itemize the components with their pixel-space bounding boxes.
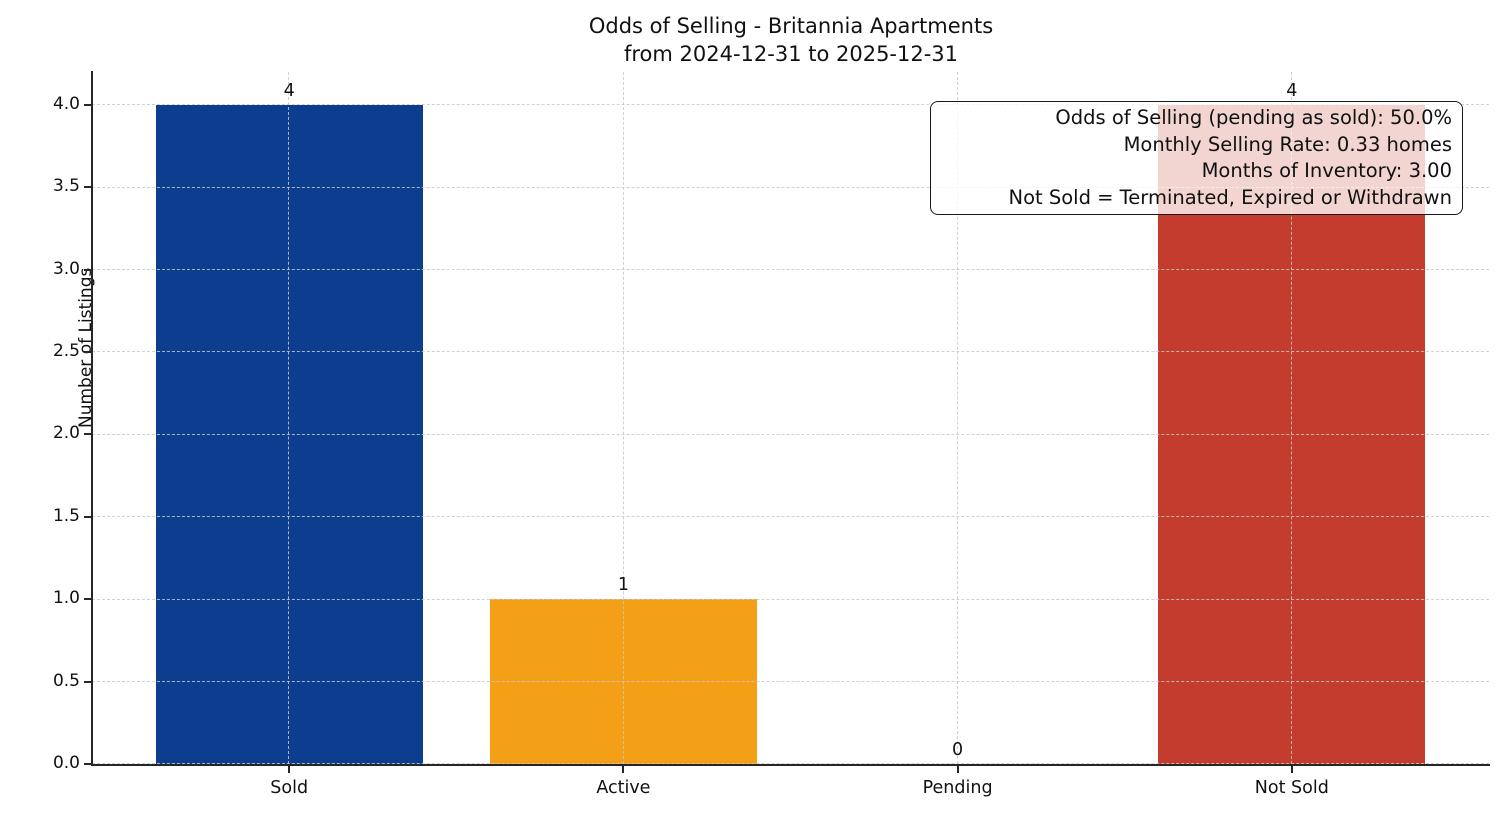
x-axis-spine: [91, 764, 1490, 766]
stats-annotation-box: Odds of Selling (pending as sold): 50.0%…: [930, 101, 1463, 215]
y-tick-label: 2.5: [52, 341, 80, 362]
x-tick-label: Sold: [270, 778, 309, 798]
x-tick-label: Active: [596, 778, 651, 798]
bar-value-label: 1: [617, 575, 629, 596]
y-tick-mark: [84, 598, 91, 601]
y-tick-mark: [84, 763, 91, 765]
annotation-line-inventory: Months of Inventory: 3.00: [1201, 159, 1452, 182]
bar-sold: [155, 104, 423, 764]
y-tick-mark: [84, 186, 91, 189]
y-tick-label: 0.5: [52, 670, 80, 691]
y-tick-label: 3.0: [52, 258, 80, 279]
bar-value-label: 4: [283, 80, 295, 101]
y-tick-label: 2.0: [52, 423, 80, 444]
chart-title: Odds of Selling - Britannia Apartments: [588, 14, 994, 38]
x-tick-label: Not Sold: [1254, 778, 1329, 798]
y-tick-label: 4.0: [52, 93, 80, 114]
bar-value-label: 4: [1286, 80, 1298, 101]
y-tick-mark: [84, 515, 91, 518]
y-tick-mark: [84, 268, 91, 271]
y-tick-label: 3.5: [52, 176, 80, 197]
y-tick-mark: [84, 680, 91, 683]
x-tick-mark: [1290, 766, 1293, 773]
y-tick-mark: [84, 351, 91, 354]
x-tick-mark: [956, 766, 959, 773]
y-tick-label: 0.0: [52, 753, 80, 773]
annotation-line-odds: Odds of Selling (pending as sold): 50.0%: [1055, 106, 1452, 129]
bar-active: [489, 599, 758, 764]
x-tick-mark: [288, 766, 291, 773]
x-tick-label: Pending: [922, 778, 993, 798]
annotation-line-rate: Monthly Selling Rate: 0.33 homes: [1123, 132, 1452, 156]
y-tick-mark: [84, 433, 91, 436]
y-tick-mark: [84, 103, 91, 106]
chart-subtitle: from 2024-12-31 to 2025-12-31: [623, 42, 959, 66]
y-axis-spine: [91, 71, 93, 766]
y-tick-label: 1.0: [52, 588, 80, 609]
x-tick-mark: [622, 766, 625, 773]
chart-title-block: Odds of Selling - Britannia Apartments f…: [92, 12, 1490, 68]
bar-value-label: 0: [952, 740, 964, 760]
y-tick-label: 1.5: [52, 505, 80, 526]
annotation-line-notsold-def: Not Sold = Terminated, Expired or Withdr…: [1008, 185, 1452, 209]
